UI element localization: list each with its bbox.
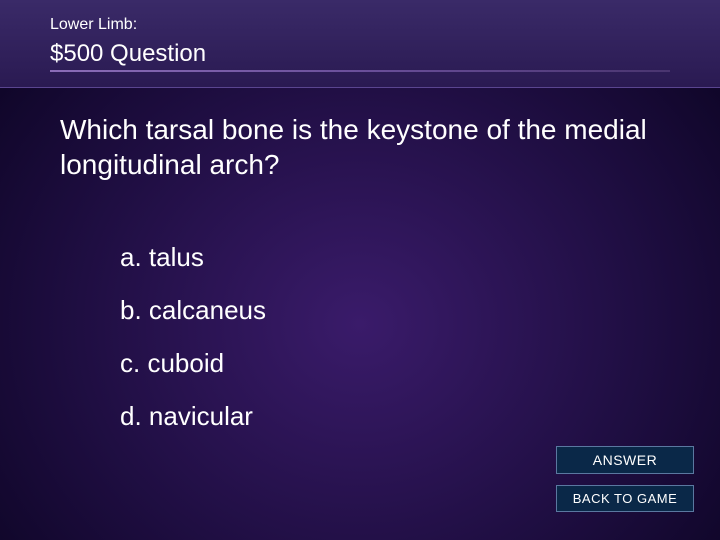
option-a: a. talus [120,242,720,273]
answer-button[interactable]: ANSWER [556,446,694,474]
title-underline [50,70,670,72]
back-to-game-button[interactable]: BACK TO GAME [556,485,694,512]
option-d: d. navicular [120,401,720,432]
option-b: b. calcaneus [120,295,720,326]
option-c: c. cuboid [120,348,720,379]
slide-title: $500 Question [50,40,720,68]
slide-header: Lower Limb: $500 Question [0,0,720,68]
category-label: Lower Limb: [50,16,720,34]
question-text: Which tarsal bone is the keystone of the… [60,112,660,182]
answer-options: a. talus b. calcaneus c. cuboid d. navic… [120,242,720,432]
